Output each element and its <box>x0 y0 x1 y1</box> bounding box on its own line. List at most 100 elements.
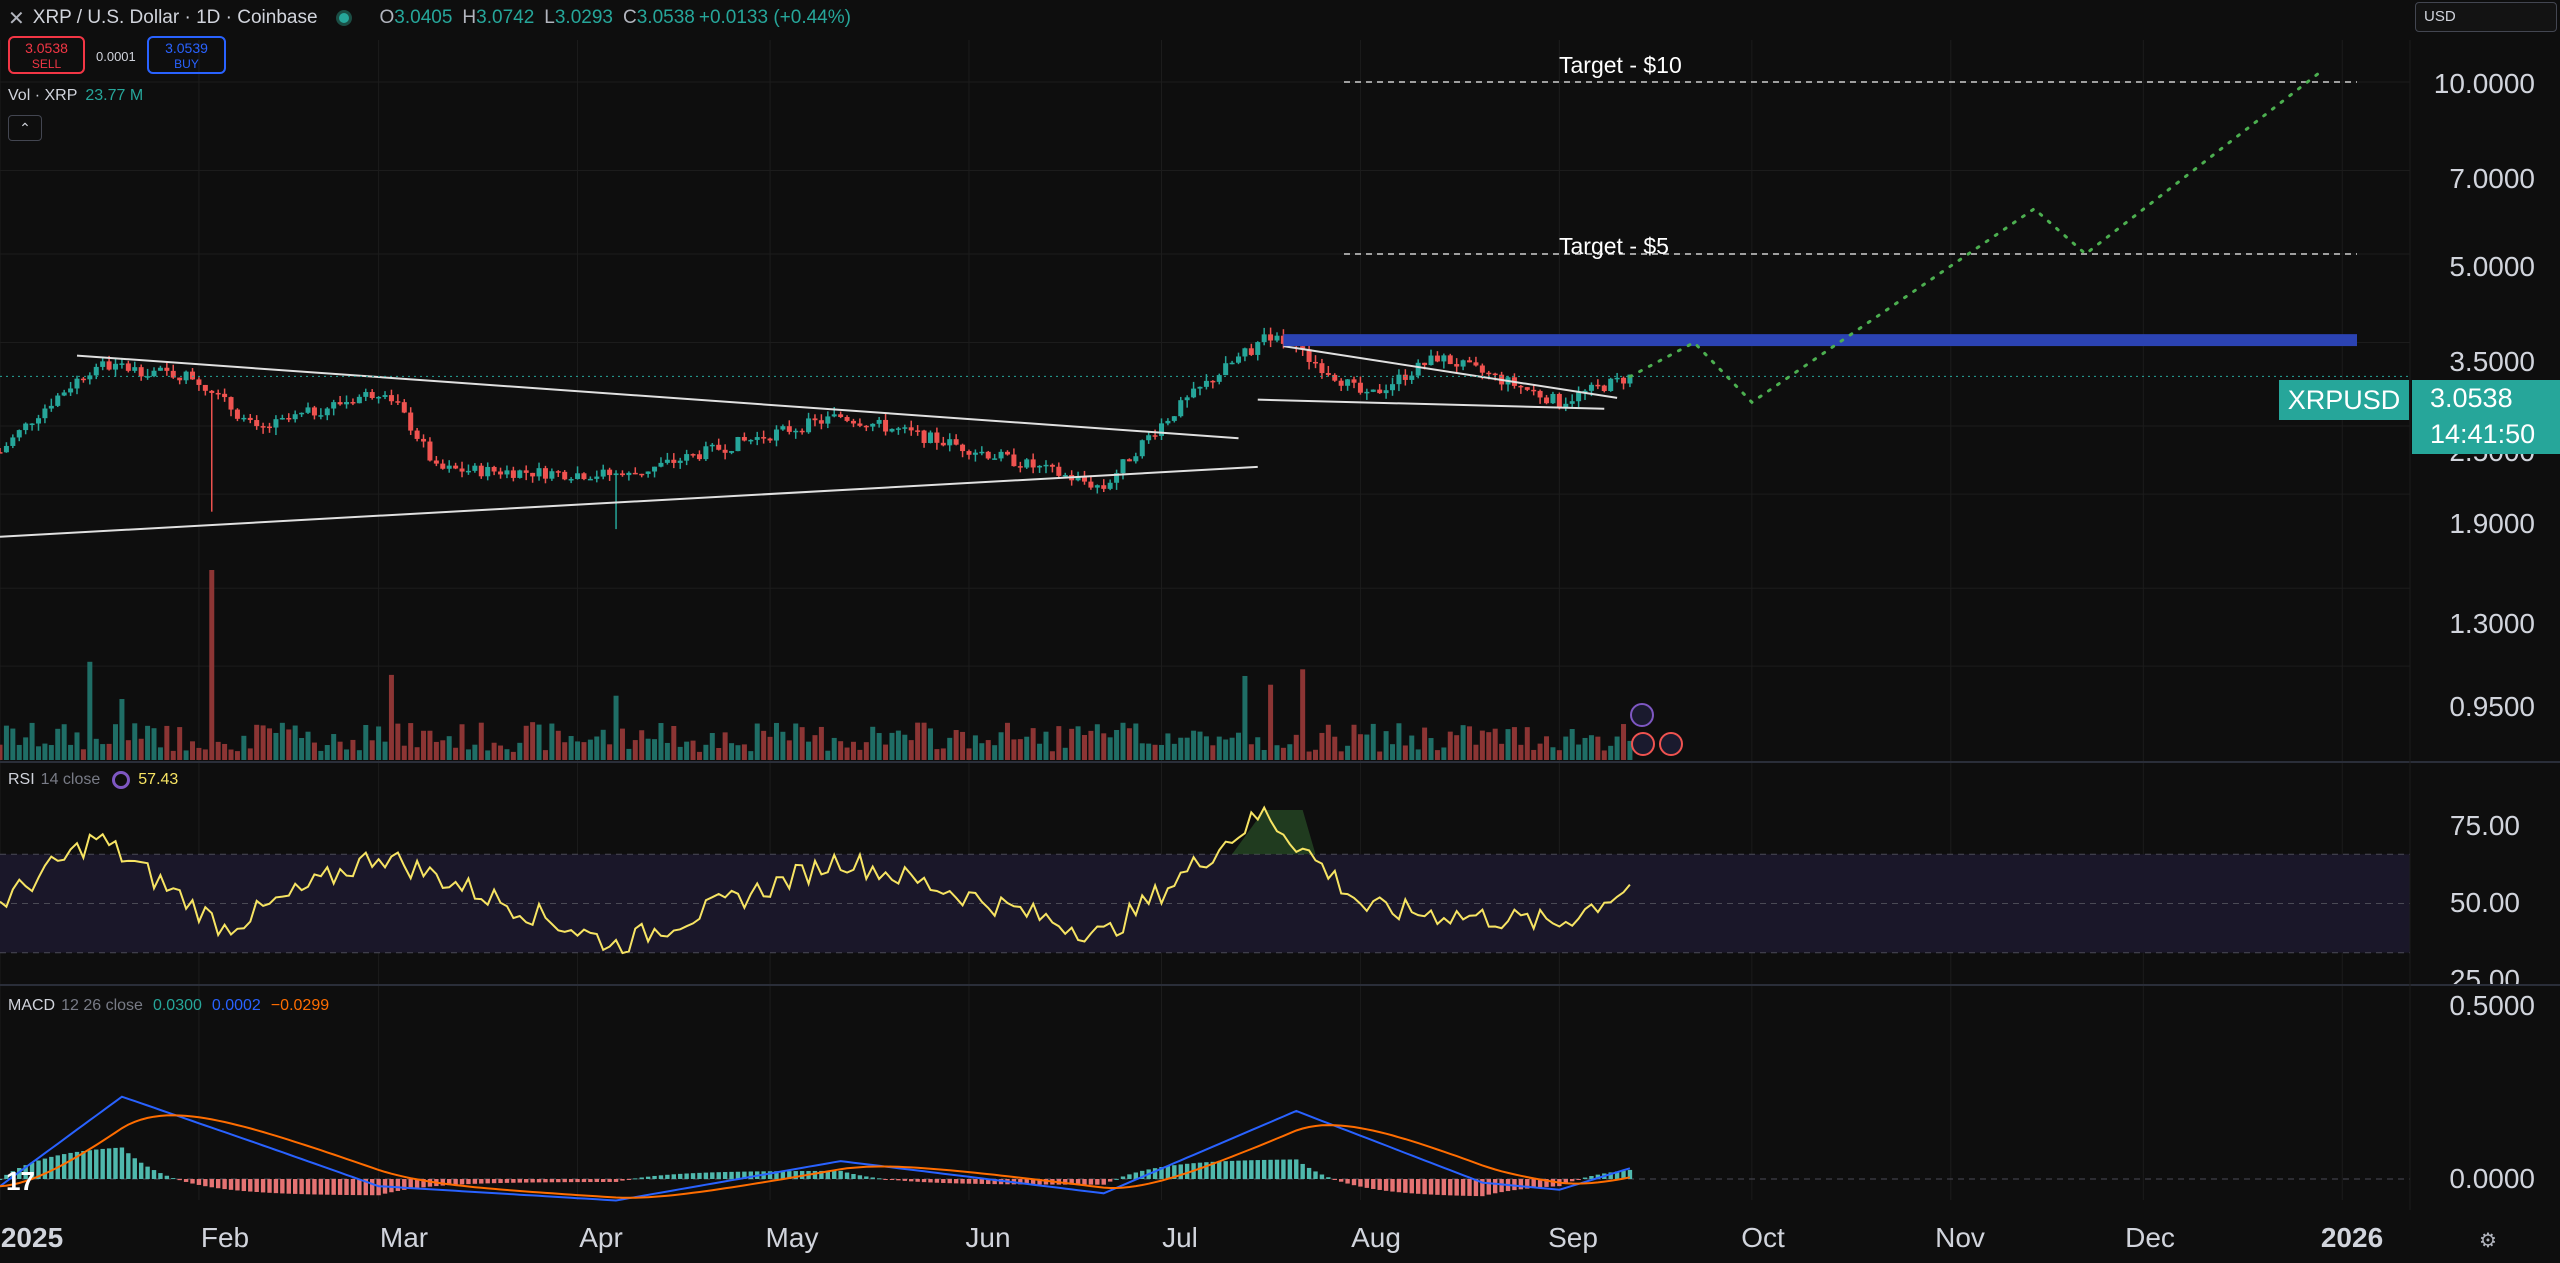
macd-histogram-bar <box>1409 1179 1414 1194</box>
tradingview-logo-icon[interactable]: 17 <box>6 1166 35 1196</box>
gear-icon[interactable]: ⚙ <box>2479 1230 2497 1252</box>
candle-body <box>1004 451 1010 455</box>
ohlc-close: 3.0538 <box>636 7 695 28</box>
volume-bar <box>106 743 112 760</box>
candle-body <box>1236 356 1242 363</box>
volume-bar <box>388 674 394 760</box>
volume-bar <box>1396 723 1402 760</box>
macd-histogram-bar <box>299 1179 304 1195</box>
chevron-up-icon[interactable]: ⌃ <box>8 115 42 141</box>
macd-histogram-bar <box>838 1170 843 1179</box>
macd-histogram-bar <box>1082 1179 1087 1185</box>
candle-body <box>985 451 991 459</box>
macd-histogram-bar <box>273 1179 279 1194</box>
macd-legend[interactable]: MACD 12 26 close 0.0300 0.0002 −0.0299 <box>8 997 329 1015</box>
macd-histogram-bar <box>49 1156 54 1179</box>
volume-bar <box>363 724 369 760</box>
volume-bar <box>972 735 978 760</box>
macd-histogram-bar <box>228 1179 234 1190</box>
close-icon[interactable]: ✕ <box>8 7 25 30</box>
volume-bar <box>254 724 260 760</box>
volume-bar <box>1473 744 1479 760</box>
ohlc-open-label: O <box>379 7 395 28</box>
sell-button[interactable]: 3.0538 SELL <box>8 36 85 74</box>
macd-histogram-bar <box>402 1179 407 1190</box>
candle-body <box>228 397 234 410</box>
volume-legend[interactable]: Vol · XRP 23.77 M <box>8 87 143 105</box>
volume-bar <box>1499 743 1505 760</box>
macd-histogram-bar <box>703 1172 709 1179</box>
symbol-title[interactable]: XRP / U.S. Dollar · 1D · Coinbase <box>32 7 318 28</box>
macd-histogram-bar <box>973 1179 978 1184</box>
macd-histogram-bar <box>1075 1179 1081 1185</box>
volume-bar <box>228 749 234 760</box>
macd-histogram-bar <box>325 1179 330 1195</box>
candle-body <box>74 378 80 389</box>
candle-body <box>1203 380 1209 387</box>
volume-bar <box>215 741 221 760</box>
candle-body <box>1544 397 1550 404</box>
macd-histogram-bar <box>190 1179 195 1184</box>
macd-histogram-bar <box>267 1179 272 1193</box>
candle-body <box>966 451 972 455</box>
candle-body <box>324 408 330 416</box>
candle-body <box>1152 435 1158 437</box>
macd-histogram-bar <box>536 1179 542 1183</box>
rsi-settings-icon[interactable] <box>112 771 131 789</box>
volume-bar <box>902 734 908 760</box>
volume-bar <box>838 741 844 760</box>
candle-body <box>363 392 369 397</box>
candle-body <box>286 418 292 420</box>
candle-body <box>151 370 157 377</box>
macd-histogram-bar <box>870 1177 875 1179</box>
macd-histogram-bar <box>524 1179 529 1183</box>
candle-body <box>1030 459 1036 468</box>
candle-body <box>696 454 702 460</box>
volume-bar <box>979 743 985 760</box>
target-10-label[interactable]: Target - $10 <box>1559 52 1682 78</box>
macd-histogram-bar <box>1396 1179 1402 1193</box>
macd-histogram-bar <box>883 1179 888 1180</box>
candle-body <box>1550 393 1556 404</box>
candle-body <box>356 396 362 404</box>
candle-body <box>433 460 439 464</box>
macd-histogram-bar <box>1627 1169 1633 1179</box>
target-5-label[interactable]: Target - $5 <box>1559 233 1669 259</box>
candle-body <box>1364 391 1370 394</box>
x-axis-label: Mar <box>379 1222 429 1253</box>
candle-body <box>876 419 882 424</box>
macd-histogram-bar <box>61 1154 67 1179</box>
macd-histogram-bar <box>305 1179 311 1195</box>
macd-histogram-bar <box>1274 1159 1280 1179</box>
currency-select[interactable]: USD <box>2415 2 2557 32</box>
macd-histogram-bar <box>1614 1171 1620 1179</box>
macd-histogram-bar <box>248 1179 253 1192</box>
macd-histogram-bar <box>902 1179 908 1181</box>
buy-button[interactable]: 3.0539 BUY <box>147 36 226 74</box>
rsi-legend[interactable]: RSI 14 close 57.43 <box>8 771 178 789</box>
volume-bar <box>863 742 869 760</box>
event-icon <box>1630 703 1654 727</box>
volume-bar <box>1332 736 1338 760</box>
volume-bar <box>1268 684 1274 760</box>
candle-body <box>1139 440 1145 457</box>
macd-histogram-bar <box>158 1173 163 1179</box>
candle-body <box>793 430 799 433</box>
candle-body <box>1146 435 1152 441</box>
volume-bar <box>74 732 80 760</box>
macd-histogram-bar <box>1512 1179 1517 1191</box>
volume-bar <box>536 724 542 760</box>
volume-bar <box>876 733 882 760</box>
candle-body <box>902 427 908 429</box>
candle-body <box>0 452 3 454</box>
macd-histogram-bar <box>748 1171 754 1179</box>
volume-bar <box>626 748 632 760</box>
candle-body <box>1223 363 1229 376</box>
volume-bar <box>825 750 831 760</box>
ohlc-high: 3.0742 <box>476 7 535 28</box>
macd-histogram-bar <box>1435 1179 1440 1195</box>
volume-bar <box>1621 724 1627 760</box>
macd-histogram-bar <box>787 1171 792 1179</box>
macd-histogram-bar <box>29 1162 35 1179</box>
